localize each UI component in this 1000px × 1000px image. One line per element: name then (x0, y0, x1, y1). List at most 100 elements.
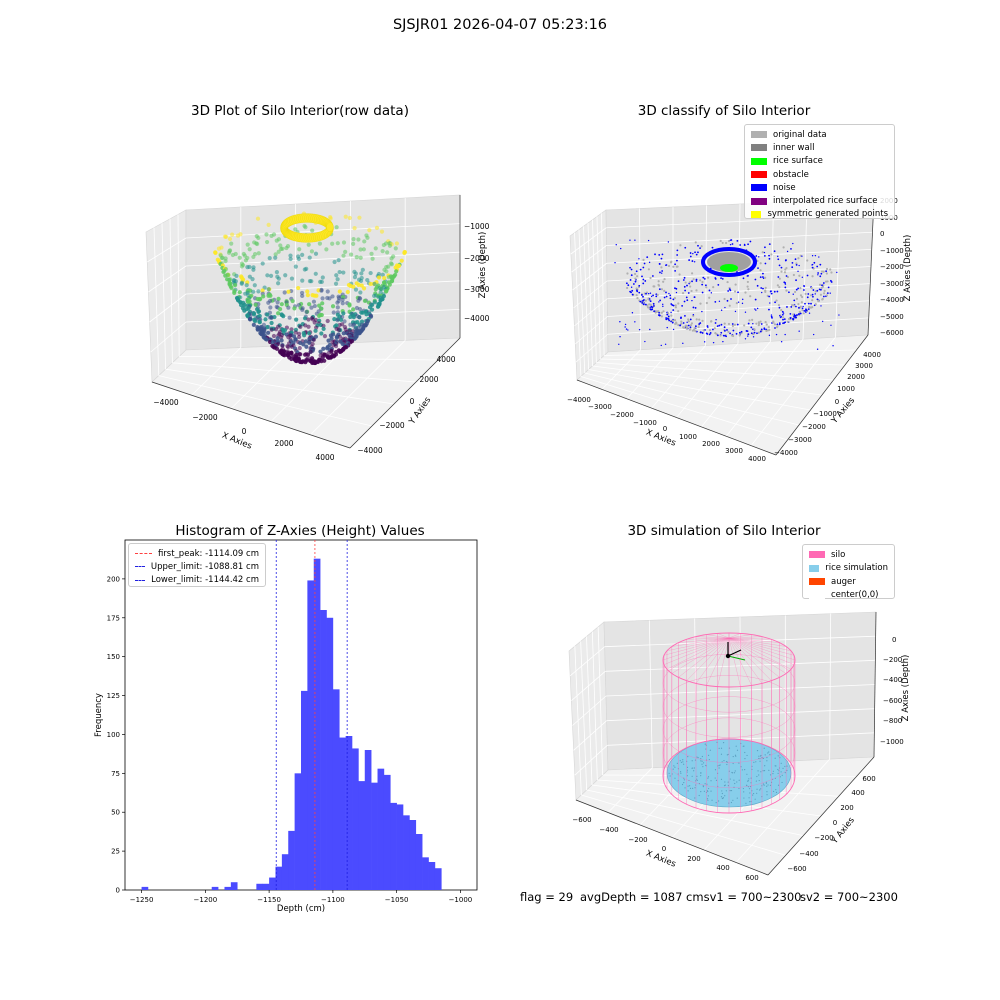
classify-point (796, 314, 798, 316)
classify-point (702, 329, 705, 332)
classify-point (705, 332, 708, 335)
classify-tick-labels: −4000 −3000 −2000 −1000 0 1000 2000 3000… (567, 197, 904, 463)
classify-point (798, 313, 801, 315)
histogram-legend: first_peak: -1114.09 cm Upper_limit: -10… (128, 543, 266, 587)
silo-roof-rib (728, 637, 763, 684)
scatter-point (270, 340, 275, 345)
classify-point (681, 305, 684, 307)
classify-point (777, 303, 781, 307)
classify-point (646, 306, 650, 309)
simulation-ytick: −600 (787, 865, 806, 873)
rice-point (707, 799, 709, 801)
scatter-point (354, 254, 359, 260)
scatter-point (251, 254, 256, 260)
classify-point (744, 291, 747, 294)
classify-point (806, 274, 809, 277)
scatter-point (319, 288, 324, 293)
classify-point (785, 289, 788, 292)
classify-point (678, 273, 681, 276)
classify-point (737, 301, 740, 303)
scatter-point (251, 312, 257, 317)
histogram-bar (415, 834, 423, 890)
scatter-point (306, 324, 311, 329)
classify-point (789, 312, 792, 315)
classify-point (795, 305, 797, 308)
classify-point (816, 265, 819, 268)
classify-point (790, 306, 793, 308)
legend-swatch (751, 171, 767, 179)
histogram-bar (358, 781, 366, 890)
raw-ytick: 4000 (436, 355, 455, 364)
classify-point (658, 301, 660, 303)
rice-point (764, 765, 766, 767)
classify-point (746, 285, 749, 288)
scatter-point (264, 337, 269, 342)
y-tick-label: 0 (116, 887, 120, 895)
rice-point (780, 762, 782, 764)
classify-point (640, 294, 643, 296)
raw-xtick: 2000 (274, 439, 293, 448)
classify-point (693, 327, 696, 330)
classify-point (684, 246, 687, 249)
rice-point (686, 769, 689, 771)
rice-point (746, 773, 748, 775)
classify-point (695, 289, 698, 292)
rice-point (689, 787, 692, 789)
classify-point (638, 258, 640, 260)
scatter-point (329, 336, 334, 341)
classify-point (747, 333, 750, 336)
rice-point (736, 797, 738, 799)
classify-point (754, 278, 757, 281)
scatter-point (276, 296, 281, 301)
classify-point (765, 323, 768, 326)
classify-point (786, 250, 789, 253)
classify-point (731, 324, 734, 328)
rice-point (757, 770, 759, 772)
grid-line (158, 375, 373, 427)
rice-point (687, 785, 689, 787)
classify-point (681, 291, 685, 295)
scatter-point (319, 306, 324, 311)
classify-point (743, 324, 746, 327)
classify-point (784, 333, 786, 336)
classify-point (665, 295, 668, 298)
legend-line (135, 579, 146, 581)
classify-point (706, 325, 709, 327)
classify-point (660, 315, 663, 318)
rice-point (709, 749, 711, 751)
silo-roof-rib (671, 637, 730, 674)
classify-point (715, 319, 717, 321)
classify-point (675, 287, 678, 290)
classify-point (694, 307, 697, 309)
rice-point (738, 779, 740, 781)
rice-point (756, 775, 758, 778)
classify-point (838, 314, 840, 316)
rice-point (741, 769, 743, 771)
scatter-point (282, 290, 287, 295)
grid-line (153, 227, 160, 376)
classify-point (780, 309, 783, 312)
rice-point (743, 745, 745, 747)
rice-point (682, 759, 684, 761)
classify-point (724, 306, 726, 309)
scatter-point (353, 287, 359, 292)
rice-point (707, 795, 709, 797)
rice-point (726, 763, 728, 766)
scatter-point (289, 356, 294, 362)
classify-point (699, 331, 702, 334)
classify-point (644, 303, 647, 306)
classify-point (629, 266, 631, 269)
rice-point (786, 765, 788, 767)
classify-point (695, 253, 698, 256)
rice-point (701, 760, 703, 762)
scatter-point (338, 349, 343, 355)
classify-point (719, 334, 722, 337)
classify-point (801, 276, 804, 278)
scatter-point (266, 330, 271, 335)
simulation-ytick: −200 (814, 834, 833, 842)
scatter-point (256, 251, 261, 256)
silo-roof-rib (678, 637, 730, 678)
scatter-point (351, 315, 356, 320)
classify-point (727, 290, 730, 292)
classify-point (801, 295, 804, 299)
